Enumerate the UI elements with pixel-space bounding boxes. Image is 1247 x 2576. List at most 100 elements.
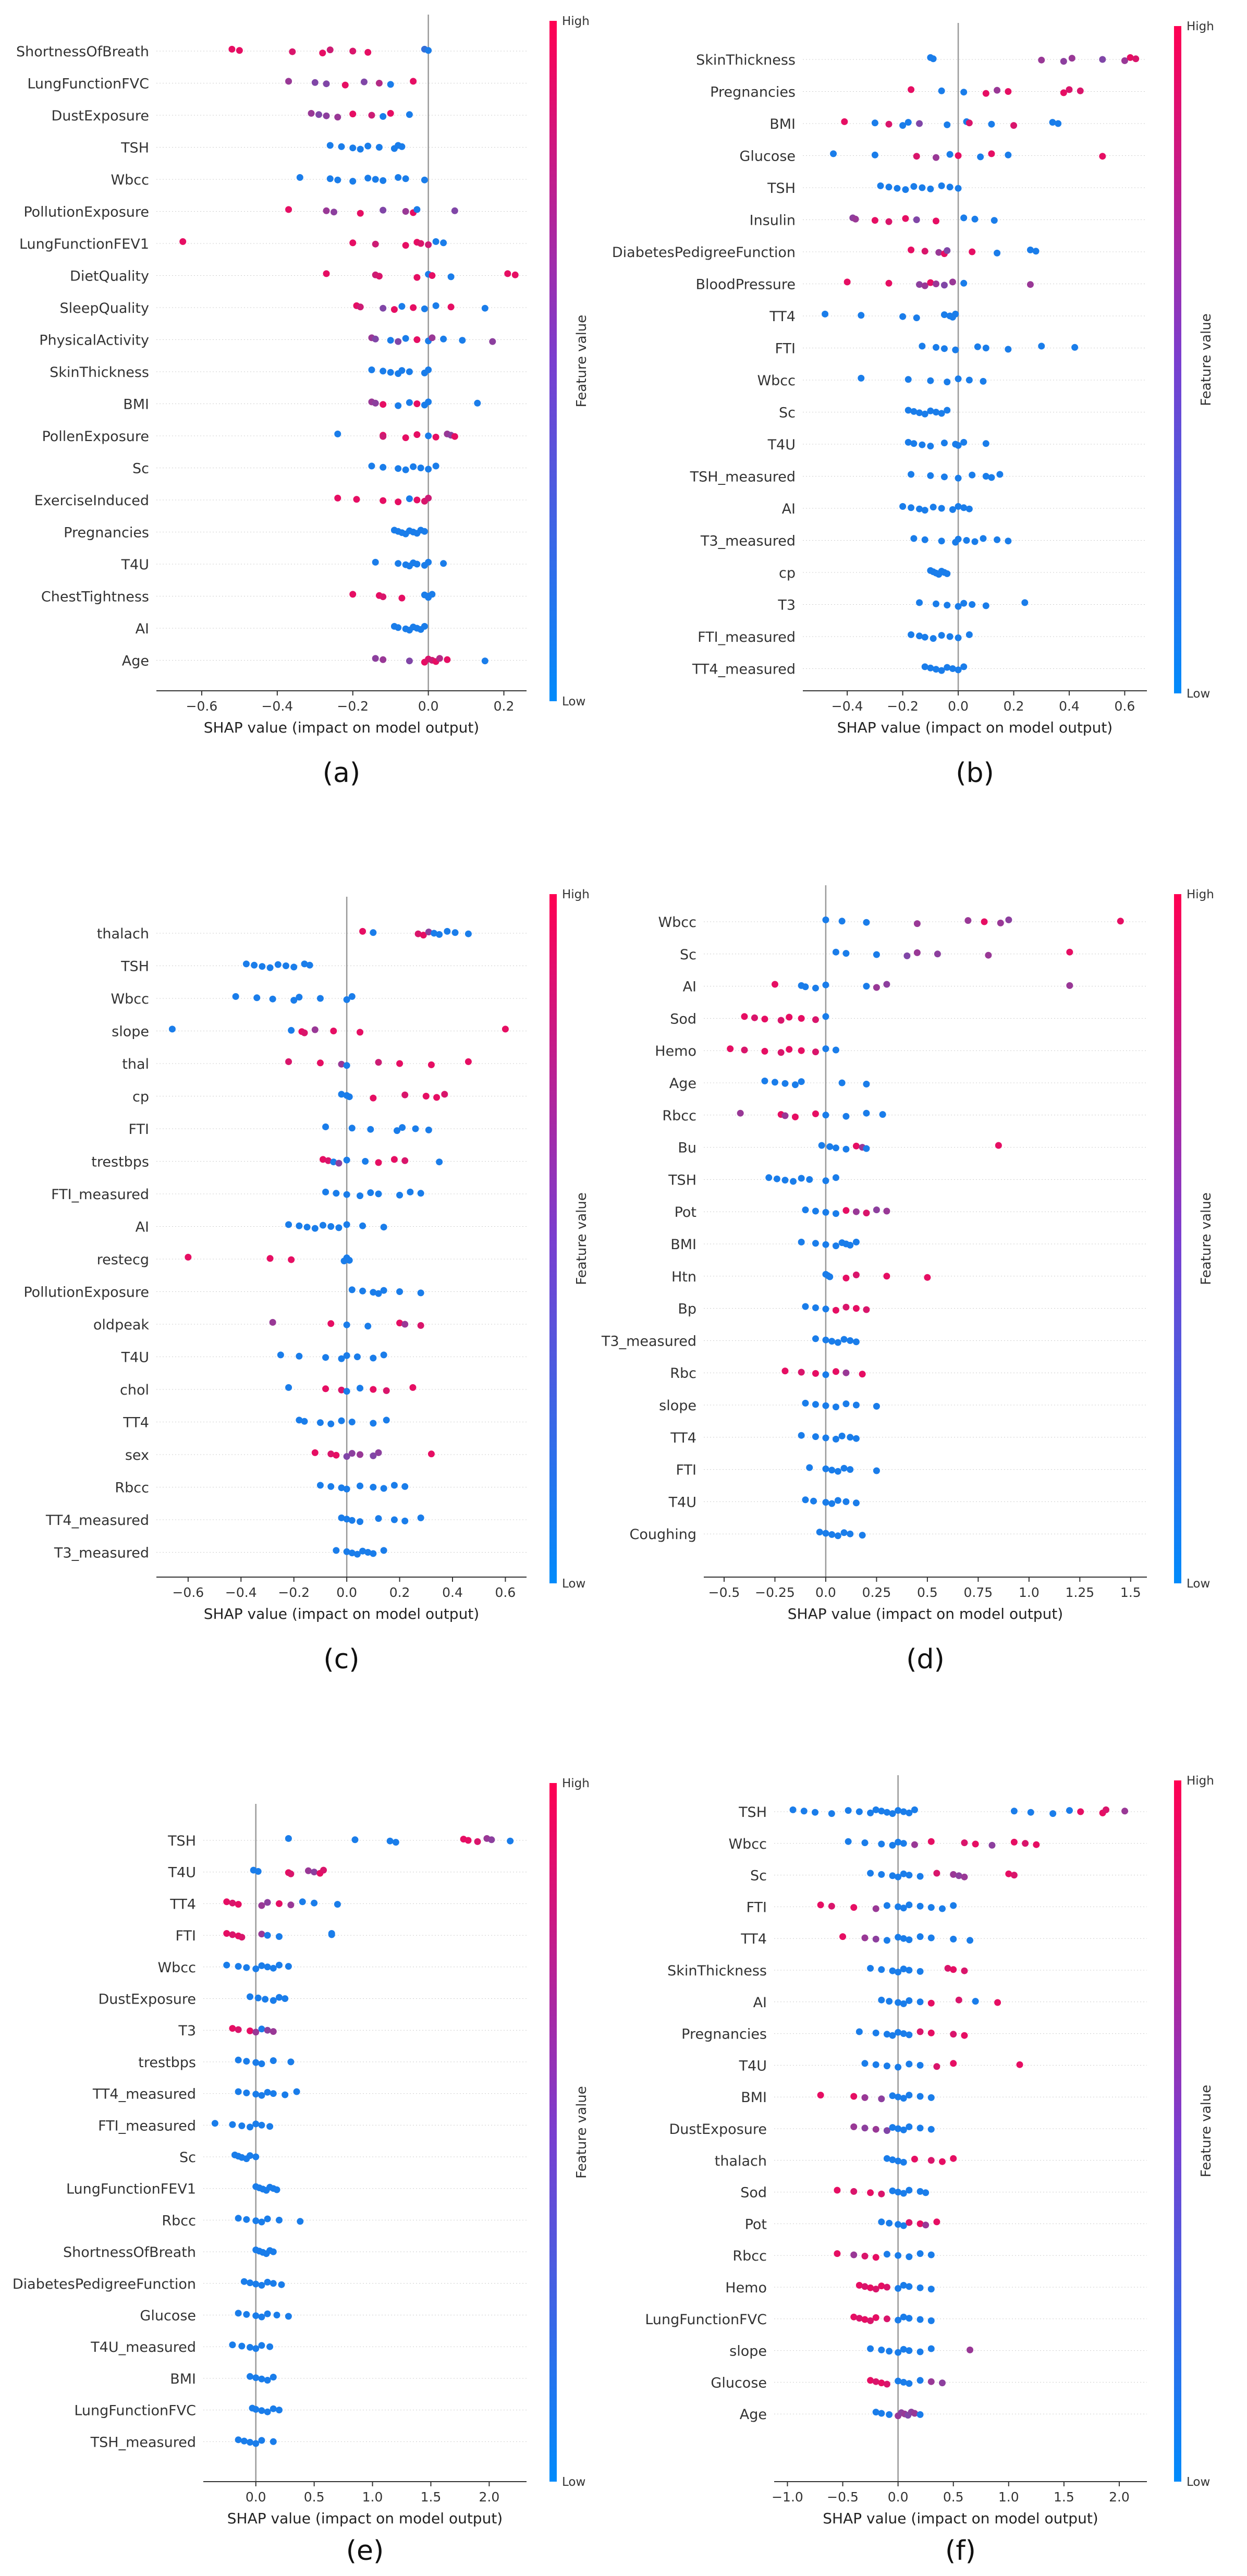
feature-label: Hemo bbox=[725, 2280, 767, 2296]
shap-point bbox=[916, 2028, 924, 2035]
shap-point bbox=[464, 1058, 472, 1065]
feature-label: PhysicalActivity bbox=[39, 333, 149, 349]
shap-point bbox=[395, 498, 402, 506]
shap-point bbox=[364, 48, 372, 56]
panel-e: TSH T4U TT4 FTI Wbcc DustExposure T3 trestbps TT… bbox=[13, 1777, 590, 2567]
feature-label: slope bbox=[112, 1024, 149, 1040]
shap-point bbox=[852, 1499, 860, 1507]
shap-point bbox=[822, 1499, 829, 1506]
shap-point bbox=[252, 2120, 260, 2128]
colorbar-low-label: Low bbox=[1187, 1577, 1210, 1591]
shap-point bbox=[751, 1014, 758, 1021]
shap-point bbox=[440, 239, 447, 247]
shap-point bbox=[832, 1435, 839, 1443]
shap-point bbox=[985, 951, 992, 959]
shap-point bbox=[357, 1192, 363, 1200]
shap-point bbox=[886, 2348, 893, 2355]
shap-point bbox=[258, 2407, 265, 2414]
shap-point bbox=[375, 1190, 382, 1198]
shap-point bbox=[855, 2315, 863, 2322]
shap-point bbox=[938, 538, 945, 545]
shap-point bbox=[798, 1078, 805, 1085]
shap-point bbox=[927, 664, 934, 672]
shap-point bbox=[798, 1238, 805, 1246]
feature-label: AI bbox=[136, 621, 149, 637]
shap-point bbox=[474, 399, 481, 407]
shap-point bbox=[932, 280, 939, 287]
colorbar-low-label: Low bbox=[562, 695, 585, 709]
shap-point bbox=[1121, 1808, 1129, 1815]
x-tick-label: −0.5 bbox=[708, 1585, 740, 1600]
shap-point bbox=[367, 1126, 374, 1133]
shap-point bbox=[982, 90, 989, 97]
shap-point bbox=[946, 184, 953, 191]
shap-point bbox=[944, 407, 951, 414]
feature-label: Rbcc bbox=[732, 2248, 767, 2264]
shap-point bbox=[994, 249, 1001, 257]
x-tick-label: 0.5 bbox=[943, 2489, 964, 2505]
shap-point bbox=[822, 1013, 829, 1020]
feature-label: Glucose bbox=[140, 2308, 196, 2324]
shap-point bbox=[933, 2218, 940, 2226]
shap-point bbox=[988, 150, 995, 157]
shap-point bbox=[861, 2094, 869, 2101]
shap-point bbox=[372, 558, 379, 566]
shap-point bbox=[425, 241, 432, 248]
shap-point bbox=[906, 2315, 913, 2322]
shap-point bbox=[982, 602, 989, 609]
shap-point bbox=[364, 1549, 372, 1556]
shap-point bbox=[790, 1178, 797, 1185]
shap-point bbox=[432, 302, 439, 309]
shap-point bbox=[394, 1127, 400, 1134]
shap-point bbox=[933, 2063, 940, 2070]
shap-point bbox=[258, 1962, 265, 1969]
shap-point bbox=[425, 558, 432, 566]
shap-point bbox=[855, 2028, 863, 2035]
shap-point bbox=[240, 2437, 248, 2445]
colorbar-high-label: High bbox=[1187, 888, 1214, 901]
panel-label: (e) bbox=[346, 2535, 384, 2567]
shap-point bbox=[872, 2029, 879, 2036]
shap-point bbox=[266, 2123, 274, 2130]
shap-point bbox=[761, 1047, 768, 1055]
x-axis-label: SHAP value (impact on model output) bbox=[788, 1605, 1063, 1622]
shap-point bbox=[375, 273, 383, 280]
shap-point bbox=[247, 2123, 254, 2131]
shap-point bbox=[960, 89, 968, 96]
feature-label: Glucose bbox=[739, 149, 796, 165]
shap-point bbox=[867, 2189, 874, 2196]
shap-point bbox=[842, 950, 850, 957]
x-tick-label: 0.0 bbox=[246, 2489, 266, 2505]
shap-point bbox=[351, 1836, 359, 1844]
feature-label: TSH bbox=[668, 1172, 696, 1188]
shap-point bbox=[822, 1465, 829, 1472]
shap-point bbox=[878, 1996, 885, 2004]
shap-point bbox=[895, 2377, 902, 2385]
shap-point bbox=[994, 87, 1001, 94]
shap-point bbox=[179, 238, 187, 245]
shap-point bbox=[343, 996, 350, 1003]
shap-point bbox=[301, 960, 308, 968]
shap-point bbox=[447, 303, 455, 311]
shap-point bbox=[375, 80, 383, 87]
shap-point bbox=[406, 399, 413, 406]
shap-point bbox=[916, 2411, 924, 2418]
shap-point bbox=[900, 2378, 907, 2386]
shap-point bbox=[293, 2088, 300, 2095]
shap-point bbox=[368, 112, 375, 119]
panel-d: Wbcc Sc AI Sod Hemo Age Rbcc Bu TSH Pot BMI Htn Bp T3… bbox=[601, 885, 1214, 1675]
shap-point bbox=[440, 560, 447, 567]
shap-point bbox=[889, 2092, 896, 2099]
shap-point bbox=[834, 1497, 841, 1504]
shap-point bbox=[316, 1059, 324, 1067]
shap-point bbox=[906, 2060, 913, 2068]
shap-point bbox=[955, 474, 962, 482]
shap-point bbox=[413, 400, 421, 407]
shap-point bbox=[264, 2215, 271, 2223]
shap-point bbox=[817, 2092, 824, 2099]
shap-point bbox=[927, 2317, 935, 2324]
colorbar bbox=[549, 894, 557, 1583]
shap-point bbox=[906, 1936, 913, 1944]
shap-point bbox=[353, 496, 360, 503]
shap-point bbox=[826, 1273, 834, 1280]
